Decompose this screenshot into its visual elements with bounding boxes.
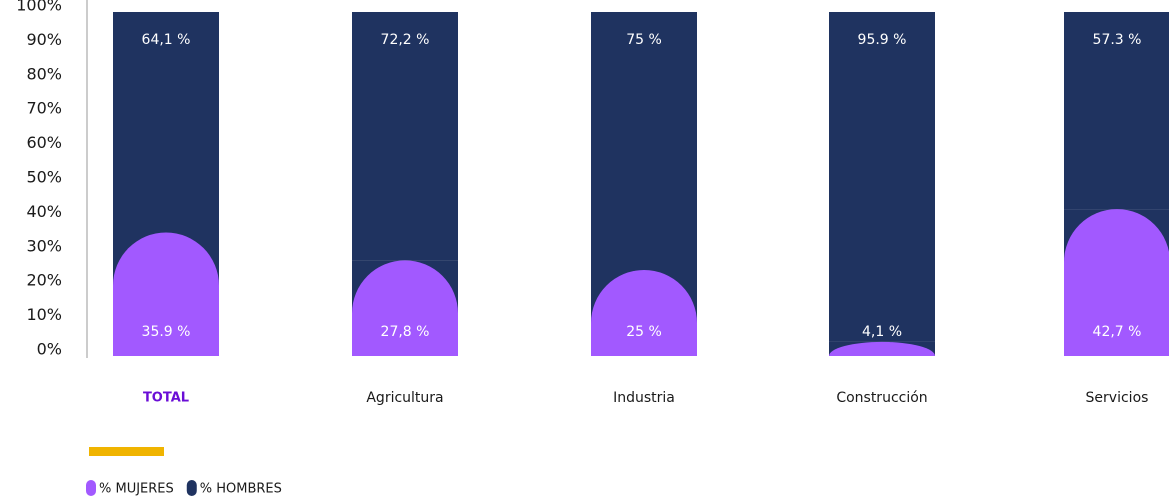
y-tick-label: 60% [26, 133, 62, 152]
x-tick-label: Industria [613, 390, 675, 406]
bar-segment [1064, 12, 1169, 210]
y-tick-label: 90% [26, 30, 62, 49]
x-tick-label: Agricultura [366, 390, 443, 406]
value-label: 75 % [626, 32, 662, 48]
value-label: 27,8 % [381, 324, 430, 340]
bar-segment [829, 12, 935, 342]
x-tick-label: TOTAL [143, 391, 189, 406]
value-label: 64,1 % [142, 32, 191, 48]
decor-bar [89, 447, 164, 456]
legend-swatch [186, 480, 197, 496]
bar-segment [1064, 209, 1169, 356]
legend-swatch [86, 480, 96, 496]
y-tick-label: 40% [26, 202, 62, 221]
y-tick-label: 80% [26, 64, 62, 83]
y-tick-label: 100% [16, 0, 62, 15]
bar-segment [352, 12, 458, 261]
bar-segment [591, 270, 697, 356]
value-label: 35.9 % [142, 324, 191, 340]
value-label: 4,1 % [862, 324, 902, 340]
bar-segment [591, 12, 697, 270]
value-label: 72,2 % [381, 32, 430, 48]
bar-segment [352, 260, 459, 356]
x-tick-label: Construcción [836, 390, 927, 406]
y-tick-label: 20% [26, 271, 62, 290]
value-label: 25 % [626, 324, 662, 340]
legend-label: % HOMBRES [200, 482, 282, 497]
y-tick-label: 70% [26, 99, 62, 118]
y-tick-label: 10% [26, 305, 62, 324]
value-label: 57.3 % [1093, 32, 1142, 48]
bar-segment [113, 232, 219, 356]
x-tick-label: Servicios [1086, 390, 1149, 406]
y-tick-label: 30% [26, 236, 62, 255]
y-tick-label: 0% [37, 340, 62, 359]
value-label: 95.9 % [858, 32, 907, 48]
value-label: 42,7 % [1093, 324, 1142, 340]
bar-segment [829, 341, 935, 356]
bar-segment [113, 12, 219, 233]
legend-label: % MUJERES [99, 482, 174, 497]
y-tick-label: 50% [26, 168, 62, 187]
